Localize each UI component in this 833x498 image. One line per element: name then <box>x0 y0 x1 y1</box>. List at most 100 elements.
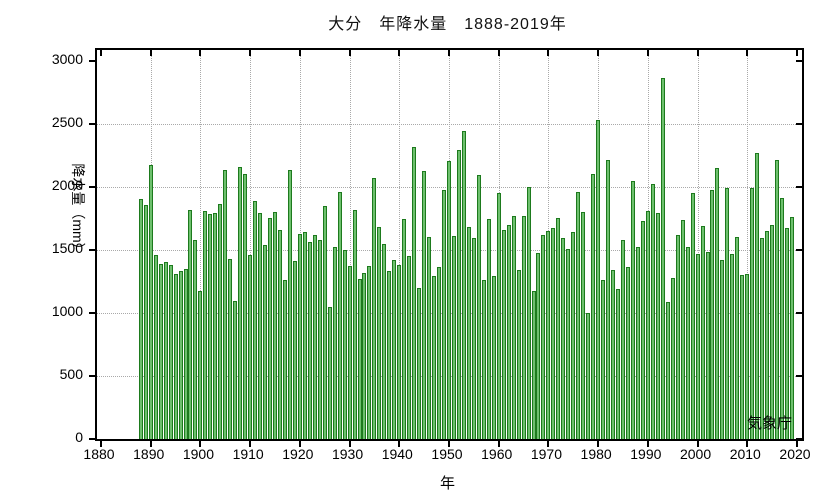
precipitation-bar-1968 <box>536 252 541 439</box>
x-tick-mark <box>149 441 152 447</box>
precipitation-bar-1981 <box>601 280 606 439</box>
precipitation-bar-1982 <box>606 160 611 439</box>
precipitation-bar-2005 <box>720 260 725 439</box>
precipitation-bar-1933 <box>362 272 367 439</box>
precipitation-bar-1975 <box>571 232 576 439</box>
precipitation-bar-1948 <box>437 266 442 439</box>
precipitation-bar-1905 <box>223 170 228 439</box>
x-tick-label: 1890 <box>133 446 165 462</box>
y-tick-label: 3000 <box>51 50 83 67</box>
x-tick-mark-top <box>100 50 102 56</box>
precipitation-bar-1934 <box>367 265 372 439</box>
precipitation-bar-1997 <box>680 219 685 439</box>
y-tick-mark-right <box>796 311 802 314</box>
y-tick-mark <box>89 122 95 125</box>
x-tick-mark-top <box>746 50 749 56</box>
y-tick-label: 2500 <box>51 113 83 130</box>
x-tick-mark-top <box>696 50 699 56</box>
precipitation-bar-2010 <box>745 273 750 439</box>
y-tick-mark <box>89 438 95 440</box>
precipitation-bar-1991 <box>650 184 655 439</box>
x-tick-label: 1930 <box>331 446 364 462</box>
precipitation-bar-2014 <box>765 231 770 439</box>
precipitation-bar-1932 <box>357 278 362 439</box>
x-tick-mark-top <box>398 50 401 56</box>
precipitation-bar-1921 <box>302 231 307 439</box>
y-tick-label: 500 <box>59 365 83 382</box>
precipitation-bar-1953 <box>461 130 466 439</box>
precipitation-bar-1946 <box>427 237 432 439</box>
precipitation-bar-1985 <box>620 240 625 439</box>
precipitation-bar-1952 <box>456 149 461 439</box>
precipitation-bar-1951 <box>451 236 456 439</box>
precipitation-bar-1974 <box>566 249 571 439</box>
gridline-vertical <box>200 50 202 439</box>
precipitation-bar-1898 <box>188 210 193 439</box>
precipitation-bar-2006 <box>725 188 730 439</box>
precipitation-bar-1957 <box>481 280 486 439</box>
precipitation-bar-1903 <box>213 212 218 439</box>
gridline-vertical <box>399 50 401 439</box>
precipitation-bar-2018 <box>785 227 790 439</box>
precipitation-bar-1998 <box>685 247 690 439</box>
precipitation-bar-1993 <box>660 78 665 439</box>
precipitation-bar-1924 <box>317 239 322 439</box>
precipitation-bar-1914 <box>268 217 273 439</box>
x-tick-mark-top <box>795 50 798 56</box>
x-tick-label: 1950 <box>431 446 463 462</box>
precipitation-bar-1940 <box>397 265 402 439</box>
x-axis-label: 年 <box>439 475 455 492</box>
y-tick-label: 1000 <box>51 302 83 319</box>
precipitation-bar-1919 <box>292 261 297 439</box>
y-tick-mark-right <box>796 185 802 188</box>
precipitation-bar-1964 <box>516 269 521 439</box>
precipitation-bar-1922 <box>307 242 312 439</box>
precipitation-bar-1986 <box>625 266 630 439</box>
y-tick-mark-right <box>796 122 802 125</box>
precipitation-bar-2000 <box>695 254 700 439</box>
precipitation-bar-1955 <box>471 238 476 439</box>
gridline-vertical <box>349 50 351 439</box>
precipitation-bar-2009 <box>740 275 745 439</box>
y-tick-label: 1500 <box>51 239 83 256</box>
precipitation-bar-1893 <box>163 262 168 439</box>
y-tick-mark-right <box>796 59 802 62</box>
precipitation-bar-1897 <box>183 268 188 439</box>
precipitation-bar-1973 <box>561 238 566 439</box>
precipitation-bar-1944 <box>417 288 422 439</box>
precipitation-bar-1936 <box>377 227 382 439</box>
x-tick-mark <box>497 441 500 447</box>
y-tick-mark-right <box>796 374 802 377</box>
y-tick-mark <box>89 374 95 377</box>
precipitation-bar-1943 <box>412 146 417 439</box>
precipitation-bar-2002 <box>705 251 710 439</box>
x-tick-mark-top <box>149 50 152 56</box>
precipitation-bar-1908 <box>238 167 243 439</box>
precipitation-bar-2007 <box>730 254 735 439</box>
precipitation-bar-1929 <box>342 250 347 439</box>
precipitation-bar-1930 <box>347 265 352 439</box>
x-tick-label: 1990 <box>630 446 662 462</box>
precipitation-bar-1911 <box>253 200 258 439</box>
gridline-vertical <box>747 50 749 439</box>
precipitation-bar-1923 <box>312 235 317 439</box>
precipitation-bar-1960 <box>496 193 501 439</box>
gridline-vertical <box>250 50 252 439</box>
x-tick-mark <box>597 441 600 447</box>
x-tick-mark <box>398 441 401 447</box>
precipitation-bar-2019 <box>790 216 795 439</box>
precipitation-bar-2011 <box>750 188 755 439</box>
x-tick-mark <box>447 441 450 447</box>
x-tick-mark <box>298 441 301 447</box>
precipitation-bar-1931 <box>352 210 357 439</box>
x-tick-mark <box>547 441 550 447</box>
precipitation-bar-2001 <box>700 226 705 439</box>
precipitation-bar-1959 <box>491 276 496 439</box>
precipitation-bar-1954 <box>466 226 471 439</box>
precipitation-bar-1970 <box>546 230 551 439</box>
precipitation-bar-1912 <box>258 213 263 439</box>
precipitation-bar-1899 <box>193 239 198 439</box>
x-tick-label: 2010 <box>729 446 761 462</box>
precipitation-bar-1901 <box>203 210 208 439</box>
precipitation-bar-2004 <box>715 167 720 439</box>
